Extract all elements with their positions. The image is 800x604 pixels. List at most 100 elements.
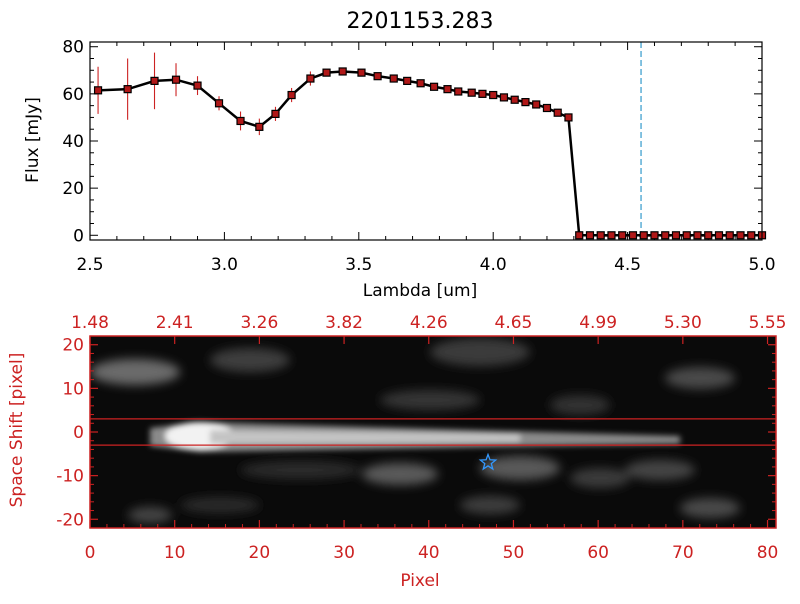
image-xtick-label: 40 <box>418 543 440 563</box>
data-point <box>532 100 541 109</box>
spectrum-markers <box>93 67 767 240</box>
image-ylabel: Space Shift [pixel] <box>7 353 27 508</box>
data-point <box>93 86 103 95</box>
image-ytick-label: 0 <box>73 423 84 443</box>
spectrum-xlabel: Lambda [um] <box>363 281 477 301</box>
data-point <box>255 122 264 131</box>
spectrum-xtick-label: 3.0 <box>211 255 238 275</box>
data-point <box>607 231 616 240</box>
data-point <box>671 231 681 240</box>
star-icon <box>478 452 498 471</box>
data-point <box>499 93 509 102</box>
wavelength-tick-label: 2.41 <box>156 313 194 333</box>
reference-line <box>589 42 762 240</box>
data-point <box>373 72 382 81</box>
data-point <box>338 67 347 76</box>
data-point <box>287 90 296 100</box>
spectrum-ytick-label: 0 <box>73 226 84 246</box>
aperture-lines <box>90 418 776 446</box>
spectrum-title: 2201153.283 <box>347 9 494 34</box>
data-point <box>478 89 487 98</box>
spectrum-ytick-label: 80 <box>62 38 84 58</box>
image-xtick-label: 20 <box>249 543 271 563</box>
data-point <box>467 88 476 97</box>
spectrum-line <box>98 70 762 237</box>
data-point <box>443 85 452 94</box>
data-point <box>618 231 627 240</box>
wavelength-tick-label: 5.30 <box>664 313 702 333</box>
data-point <box>714 231 724 240</box>
data-point <box>575 231 584 240</box>
wavelength-tick-label: 4.65 <box>495 313 533 333</box>
data-point <box>489 90 498 100</box>
data-point <box>650 231 659 240</box>
data-point <box>429 82 439 91</box>
image-xtick-label: 60 <box>587 543 609 563</box>
wavelength-tick-label: 3.82 <box>325 313 363 333</box>
wavelength-tick-label: 1.48 <box>71 313 109 333</box>
spectrum-ytick-label: 60 <box>62 85 84 105</box>
wavelength-tick-label: 5.55 <box>749 313 787 333</box>
data-point <box>639 231 648 240</box>
data-point <box>123 85 132 94</box>
image-ytick-label: 20 <box>62 336 84 356</box>
star-marker <box>478 452 498 471</box>
image-xtick-label: 0 <box>85 543 96 563</box>
data-point <box>725 231 734 240</box>
spectrum-xtick-label: 3.5 <box>345 255 372 275</box>
image-noise <box>90 338 740 523</box>
image-xtick-label: 80 <box>757 543 779 563</box>
data-point <box>510 95 519 104</box>
spectrum-xtick-label: 4.5 <box>614 255 641 275</box>
data-point <box>628 231 638 240</box>
image-ytick-label: 10 <box>62 379 84 399</box>
data-point <box>416 79 425 88</box>
spectrum-ytick-label: 40 <box>62 132 84 152</box>
data-point <box>596 231 605 240</box>
spectrum-ticks: 2.5 3.0 3.5 4.0 4.5 5.0 0 20 40 60 80 <box>62 38 775 275</box>
data-point <box>150 76 159 85</box>
data-point <box>704 231 713 240</box>
data-point <box>389 74 398 83</box>
error-bars <box>97 52 570 136</box>
spectral-image-panel: 0 10 20 30 40 50 60 70 80 1.48 2.41 3.26 3.82 4.26 4.6… <box>7 313 786 591</box>
data-point <box>193 81 202 90</box>
spectrum-xtick-label: 4.0 <box>480 255 507 275</box>
data-point <box>521 98 530 107</box>
image-xtick-label: 30 <box>333 543 355 563</box>
image-ytick-label: -10 <box>56 467 84 487</box>
data-point <box>585 231 595 240</box>
image-ytick-label: -20 <box>56 510 84 530</box>
spectrum-xtick-label: 2.5 <box>76 255 103 275</box>
data-point <box>271 109 280 118</box>
data-point <box>357 68 366 77</box>
data-point <box>454 87 463 96</box>
data-point <box>736 231 745 240</box>
spectrum-frame <box>89 41 763 241</box>
image-ticks: 0 10 20 30 40 50 60 70 80 1.48 2.41 3.26 3.82 4.26 4.6… <box>56 313 786 563</box>
data-point <box>236 116 245 126</box>
data-point <box>747 231 756 240</box>
data-point <box>542 103 552 113</box>
data-point <box>661 231 670 240</box>
data-point <box>171 75 181 84</box>
image-xtick-label: 10 <box>164 543 186 563</box>
wavelength-tick-label: 4.99 <box>579 313 617 333</box>
spectrum-plot: 2201153.283 2.5 3.0 3.5 4.0 4.5 5.0020406080 … <box>23 9 776 301</box>
spectrum-xtick-label: 5.0 <box>748 255 775 275</box>
data-point <box>306 74 315 83</box>
wavelength-tick-label: 4.26 <box>410 313 448 333</box>
spectrum-ytick-label: 20 <box>62 179 84 199</box>
data-point <box>564 113 573 122</box>
image-xlabel: Pixel <box>400 571 439 591</box>
spectrum-ylabel: Flux [mJy] <box>23 97 43 183</box>
data-point <box>403 76 412 85</box>
image-xtick-label: 70 <box>672 543 694 563</box>
data-point <box>322 68 331 77</box>
wavelength-tick-label: 3.26 <box>240 313 278 333</box>
data-point <box>214 99 224 108</box>
data-point <box>693 231 702 240</box>
data-point <box>682 231 691 240</box>
